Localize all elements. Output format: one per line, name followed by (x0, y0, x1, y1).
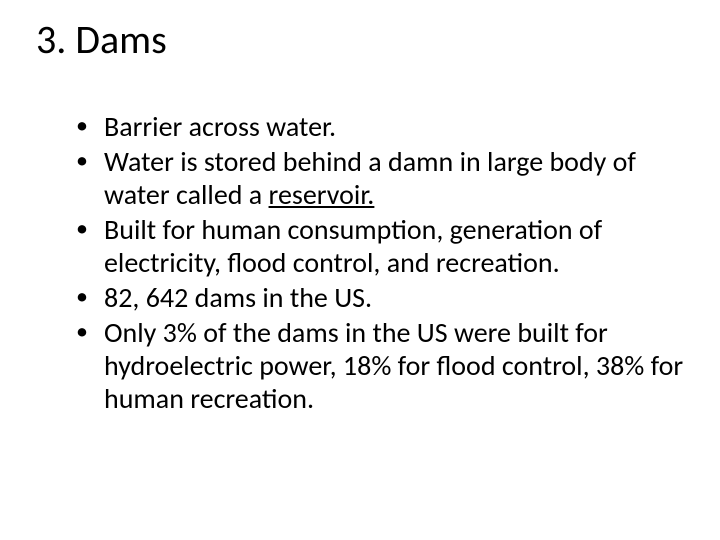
bullet-text: Only 3% of the dams in the US were built… (104, 315, 683, 416)
bullet-text: Built for human consumption, generation … (104, 212, 602, 280)
list-item: Barrier across water. (76, 110, 684, 143)
slide-title: 3. Dams (36, 18, 684, 62)
list-item: Built for human consumption, generation … (76, 213, 684, 279)
bullet-list: Barrier across water. Water is stored be… (36, 110, 684, 415)
bullet-text: Barrier across water. (104, 109, 336, 144)
slide: 3. Dams Barrier across water. Water is s… (0, 0, 720, 540)
list-item: 82, 642 dams in the US. (76, 281, 684, 314)
bullet-underline: reservoir. (269, 177, 375, 212)
bullet-text: 82, 642 dams in the US. (104, 280, 372, 315)
list-item: Water is stored behind a damn in large b… (76, 145, 684, 211)
list-item: Only 3% of the dams in the US were built… (76, 316, 684, 415)
